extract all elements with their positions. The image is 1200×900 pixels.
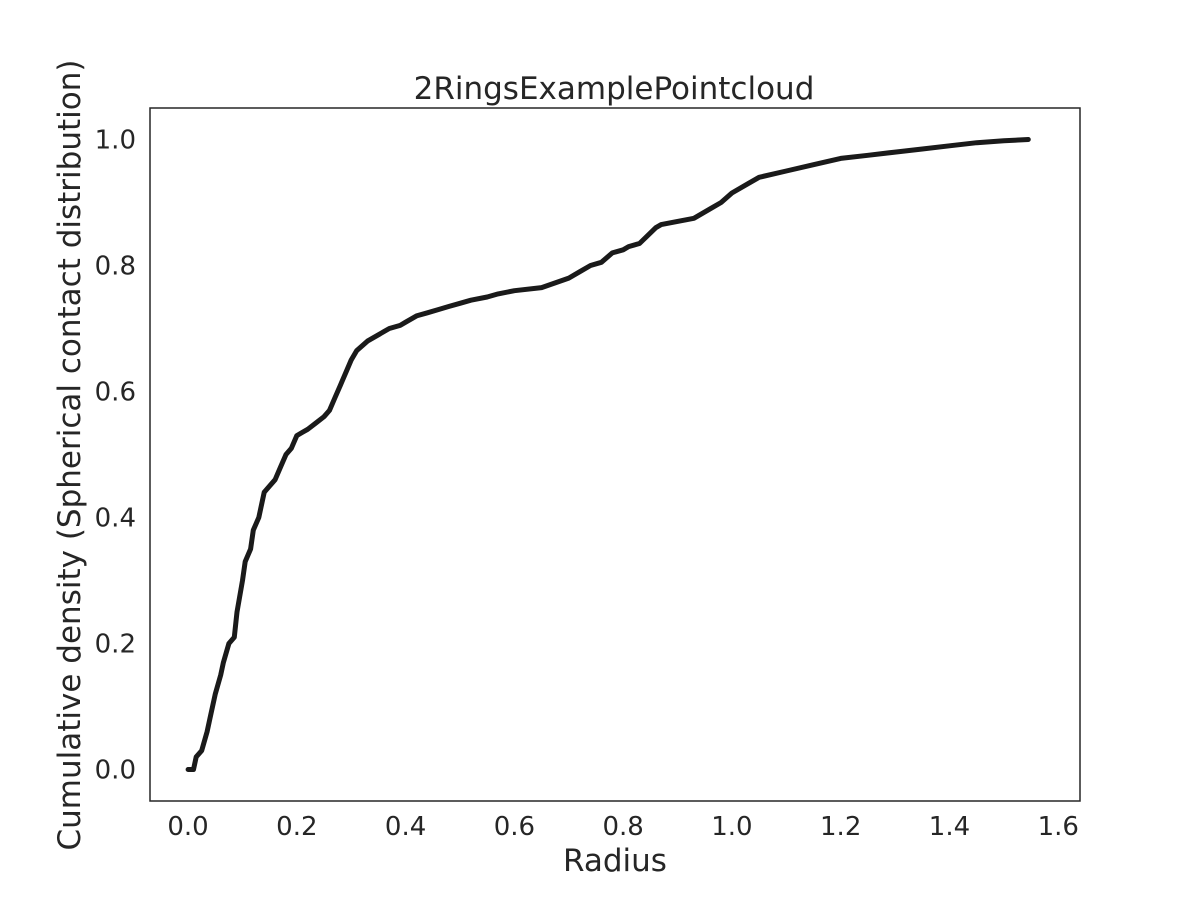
x-tick-label: 1.0 [711, 812, 752, 842]
y-tick-label: 0.2 [95, 630, 136, 660]
x-tick-label: 0.6 [494, 812, 535, 842]
x-tick-label: 0.0 [167, 812, 208, 842]
y-tick-label: 1.0 [95, 126, 136, 156]
x-tick-labels: 0.0 0.2 0.4 0.6 0.8 1.0 1.2 1.4 1.6 [167, 812, 1079, 842]
x-axis-label: Radius [563, 843, 667, 879]
plot-area [150, 108, 1080, 801]
chart-title: 2RingsExamplePointcloud [414, 71, 815, 107]
y-tick-label: 0.4 [95, 504, 136, 534]
y-tick-label: 0.8 [95, 252, 136, 282]
x-tick-label: 0.2 [276, 812, 317, 842]
x-tick-label: 1.2 [820, 812, 861, 842]
y-axis-label: Cumulative density (Spherical contact di… [52, 60, 88, 851]
y-tick-label: 0.6 [95, 378, 136, 408]
y-tick-label: 0.0 [95, 756, 136, 786]
x-tick-label: 1.6 [1038, 812, 1079, 842]
x-tick-label: 0.4 [385, 812, 426, 842]
x-tick-label: 1.4 [929, 812, 970, 842]
y-tick-labels: 0.0 0.2 0.4 0.6 0.8 1.0 [95, 126, 136, 786]
x-tick-label: 0.8 [602, 812, 643, 842]
cdf-line [185, 137, 1031, 772]
plot-frame [149, 107, 1081, 802]
plot-background [150, 108, 1080, 801]
